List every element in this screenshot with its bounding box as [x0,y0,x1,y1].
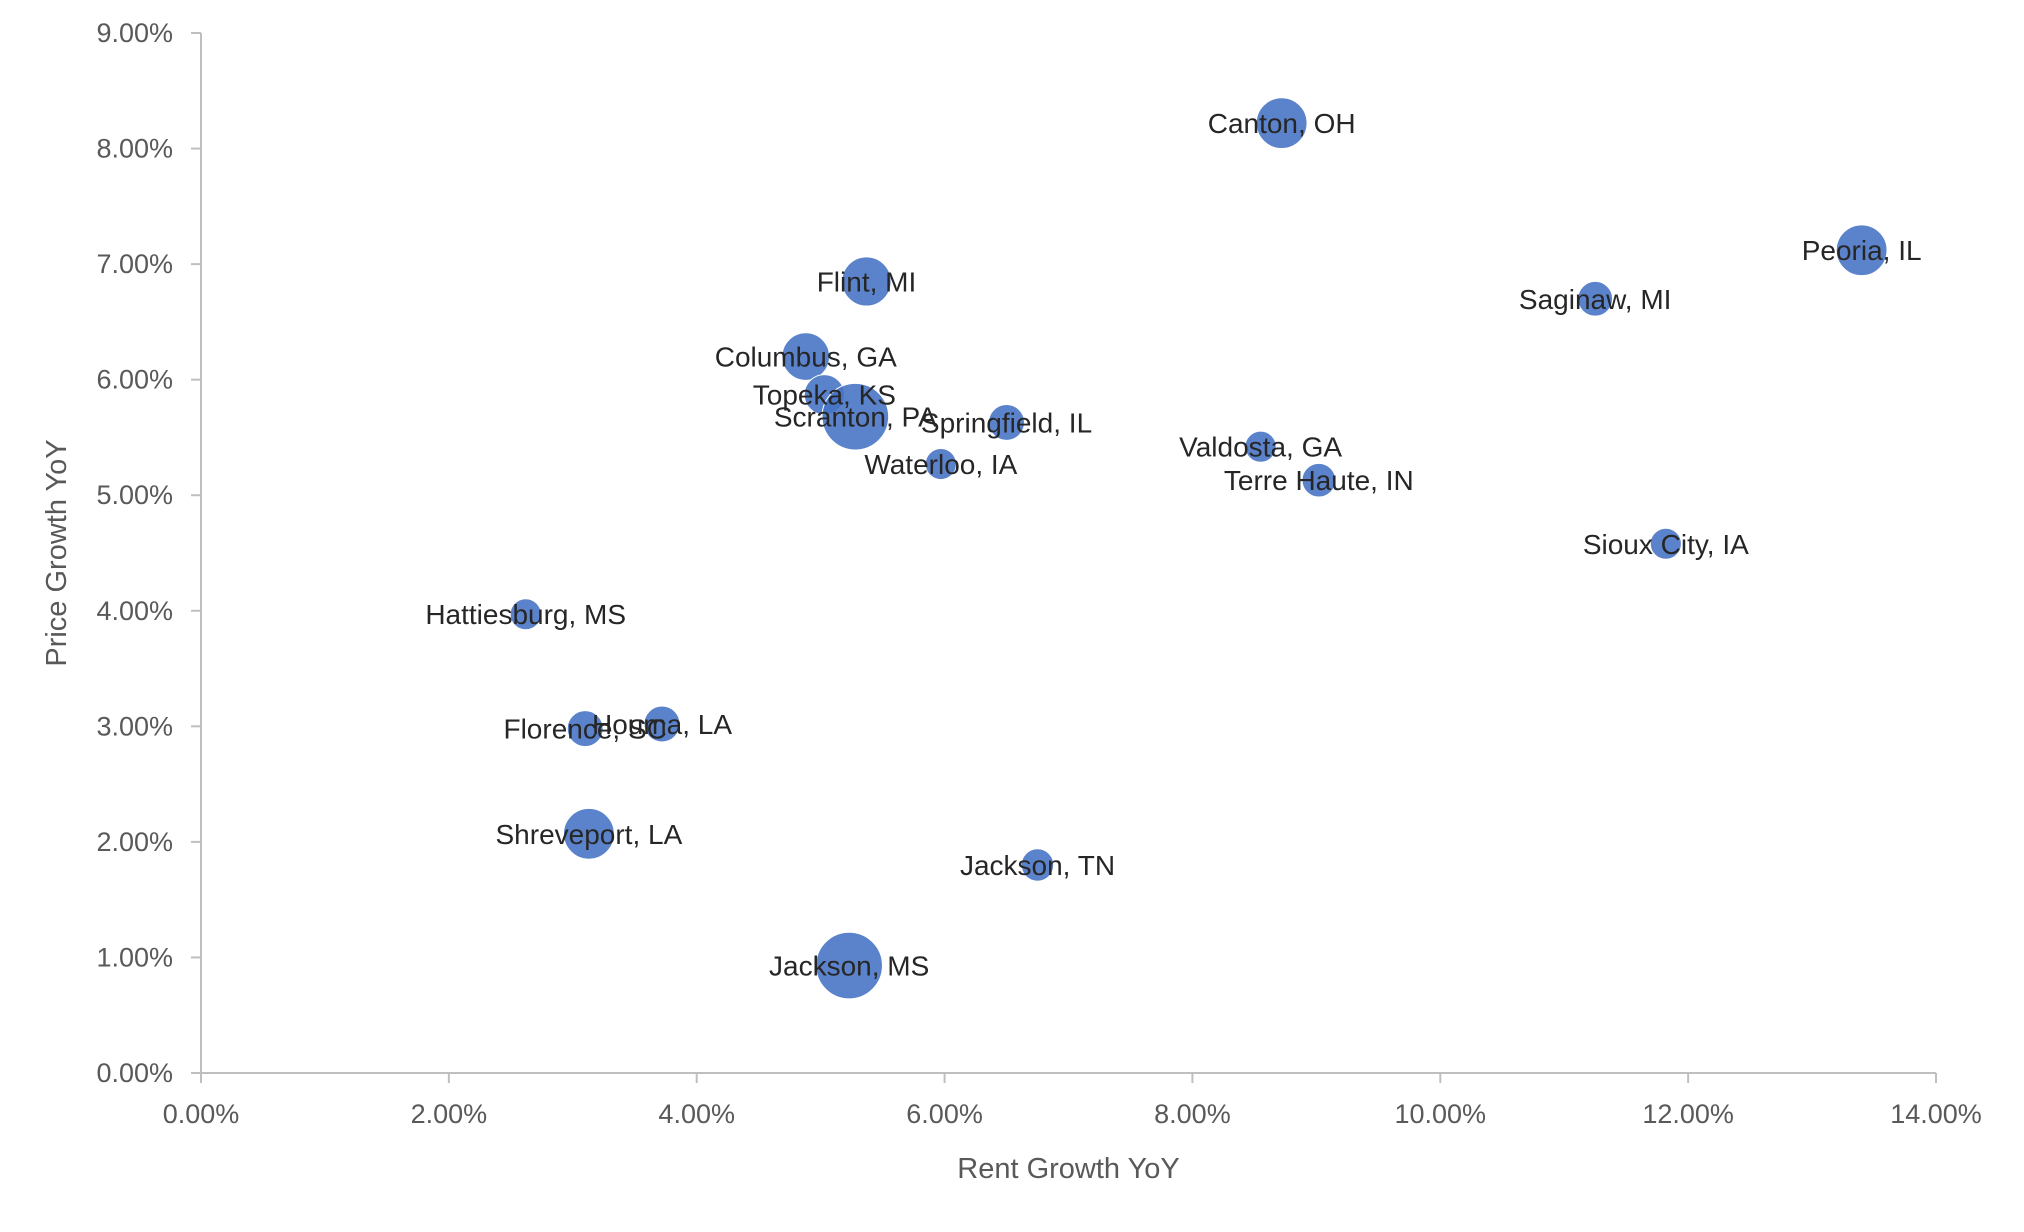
x-axis-title: Rent Growth YoY [957,1153,1179,1185]
bubble-label: Valdosta, GA [1179,432,1342,463]
y-tick-label: 7.00% [96,249,173,279]
bubble-label: Florence, SC [503,714,666,745]
bubble-point [781,332,831,381]
bubble-label: Jackson, TN [960,850,1115,881]
x-tick-label: 0.00% [163,1099,240,1129]
bubble-label: Shreveport, LA [496,819,683,850]
bubble-point [841,256,892,307]
point-labels: Canton, OH Peoria, IL Saginaw, MI Flint, MI… [425,108,1921,981]
y-tick-label: 0.00% [96,1058,173,1088]
bubble-label: Columbus, GA [715,342,897,373]
bubble-point [1244,430,1277,463]
bubble-label: Saginaw, MI [1519,284,1672,315]
bubble-point [1835,224,1888,277]
bubble-label: Springfield, IL [921,407,1092,438]
bubble-point [1301,462,1337,498]
bubble-point [562,807,615,860]
axes: 0.00% 1.00% 2.00% 3.00% 4.00% 5.00% 6.00% 7.00%… [96,18,1981,1129]
bubble-point [1020,848,1055,882]
y-tick-label: 1.00% [96,942,173,972]
x-axis-ticks: 0.00% 2.00% 4.00% 6.00% 8.00% 10.00% 12.00% 14.… [163,1073,1982,1129]
bubble-label: Hattiesburg, MS [425,599,626,630]
bubble-label: Terre Haute, IN [1224,465,1414,496]
bubble-label: Peoria, IL [1802,235,1922,266]
x-tick-label: 14.00% [1890,1099,1982,1129]
y-tick-label: 8.00% [96,134,173,164]
x-tick-label: 2.00% [411,1099,488,1129]
y-tick-label: 3.00% [96,711,173,741]
bubble-label: Sioux City, IA [1583,529,1749,560]
y-axis-title: Price Growth YoY [41,439,73,666]
bubble-point [821,382,890,451]
x-tick-label: 4.00% [658,1099,735,1129]
bubble-label: Houma, LA [592,709,732,740]
y-axis-ticks: 0.00% 1.00% 2.00% 3.00% 4.00% 5.00% 6.00% 7.00%… [96,18,201,1088]
bubble-point [1255,97,1308,150]
x-tick-label: 10.00% [1394,1099,1486,1129]
bubble-point [815,931,883,1000]
y-tick-label: 2.00% [96,827,173,857]
x-tick-label: 8.00% [1154,1099,1231,1129]
bubble-point [566,710,604,748]
bubble-label: Scranton, PA [774,402,937,433]
bubble-point [988,403,1025,441]
y-tick-label: 6.00% [96,365,173,395]
bubble-point [924,447,957,481]
y-tick-label: 9.00% [96,18,173,48]
bubble-point [643,705,681,743]
bubble-point [509,598,542,631]
bubble-label: Canton, OH [1208,108,1356,139]
bubble-label: Waterloo, IA [864,449,1017,480]
bubble-label: Jackson, MS [769,951,929,982]
bubbles [509,97,1888,1000]
y-tick-label: 5.00% [96,480,173,510]
bubble-point [1649,527,1682,560]
bubble-point [1577,280,1614,317]
x-tick-label: 12.00% [1642,1099,1734,1129]
y-tick-label: 4.00% [96,596,173,626]
x-tick-label: 6.00% [906,1099,983,1129]
bubble-label: Flint, MI [817,266,917,297]
bubble-label: Topeka, KS [753,380,896,411]
